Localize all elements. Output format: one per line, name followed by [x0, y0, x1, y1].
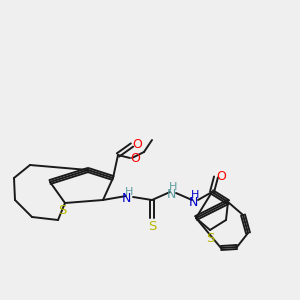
- Text: S: S: [206, 232, 214, 244]
- Text: N: N: [166, 188, 176, 202]
- Text: H: H: [125, 187, 133, 197]
- Text: N: N: [188, 196, 198, 209]
- Text: O: O: [216, 169, 226, 182]
- Text: O: O: [130, 152, 140, 166]
- Text: O: O: [132, 137, 142, 151]
- Text: N: N: [121, 191, 131, 205]
- Text: H: H: [169, 182, 177, 192]
- Text: H: H: [191, 190, 199, 200]
- Text: S: S: [148, 220, 156, 232]
- Text: S: S: [58, 205, 66, 218]
